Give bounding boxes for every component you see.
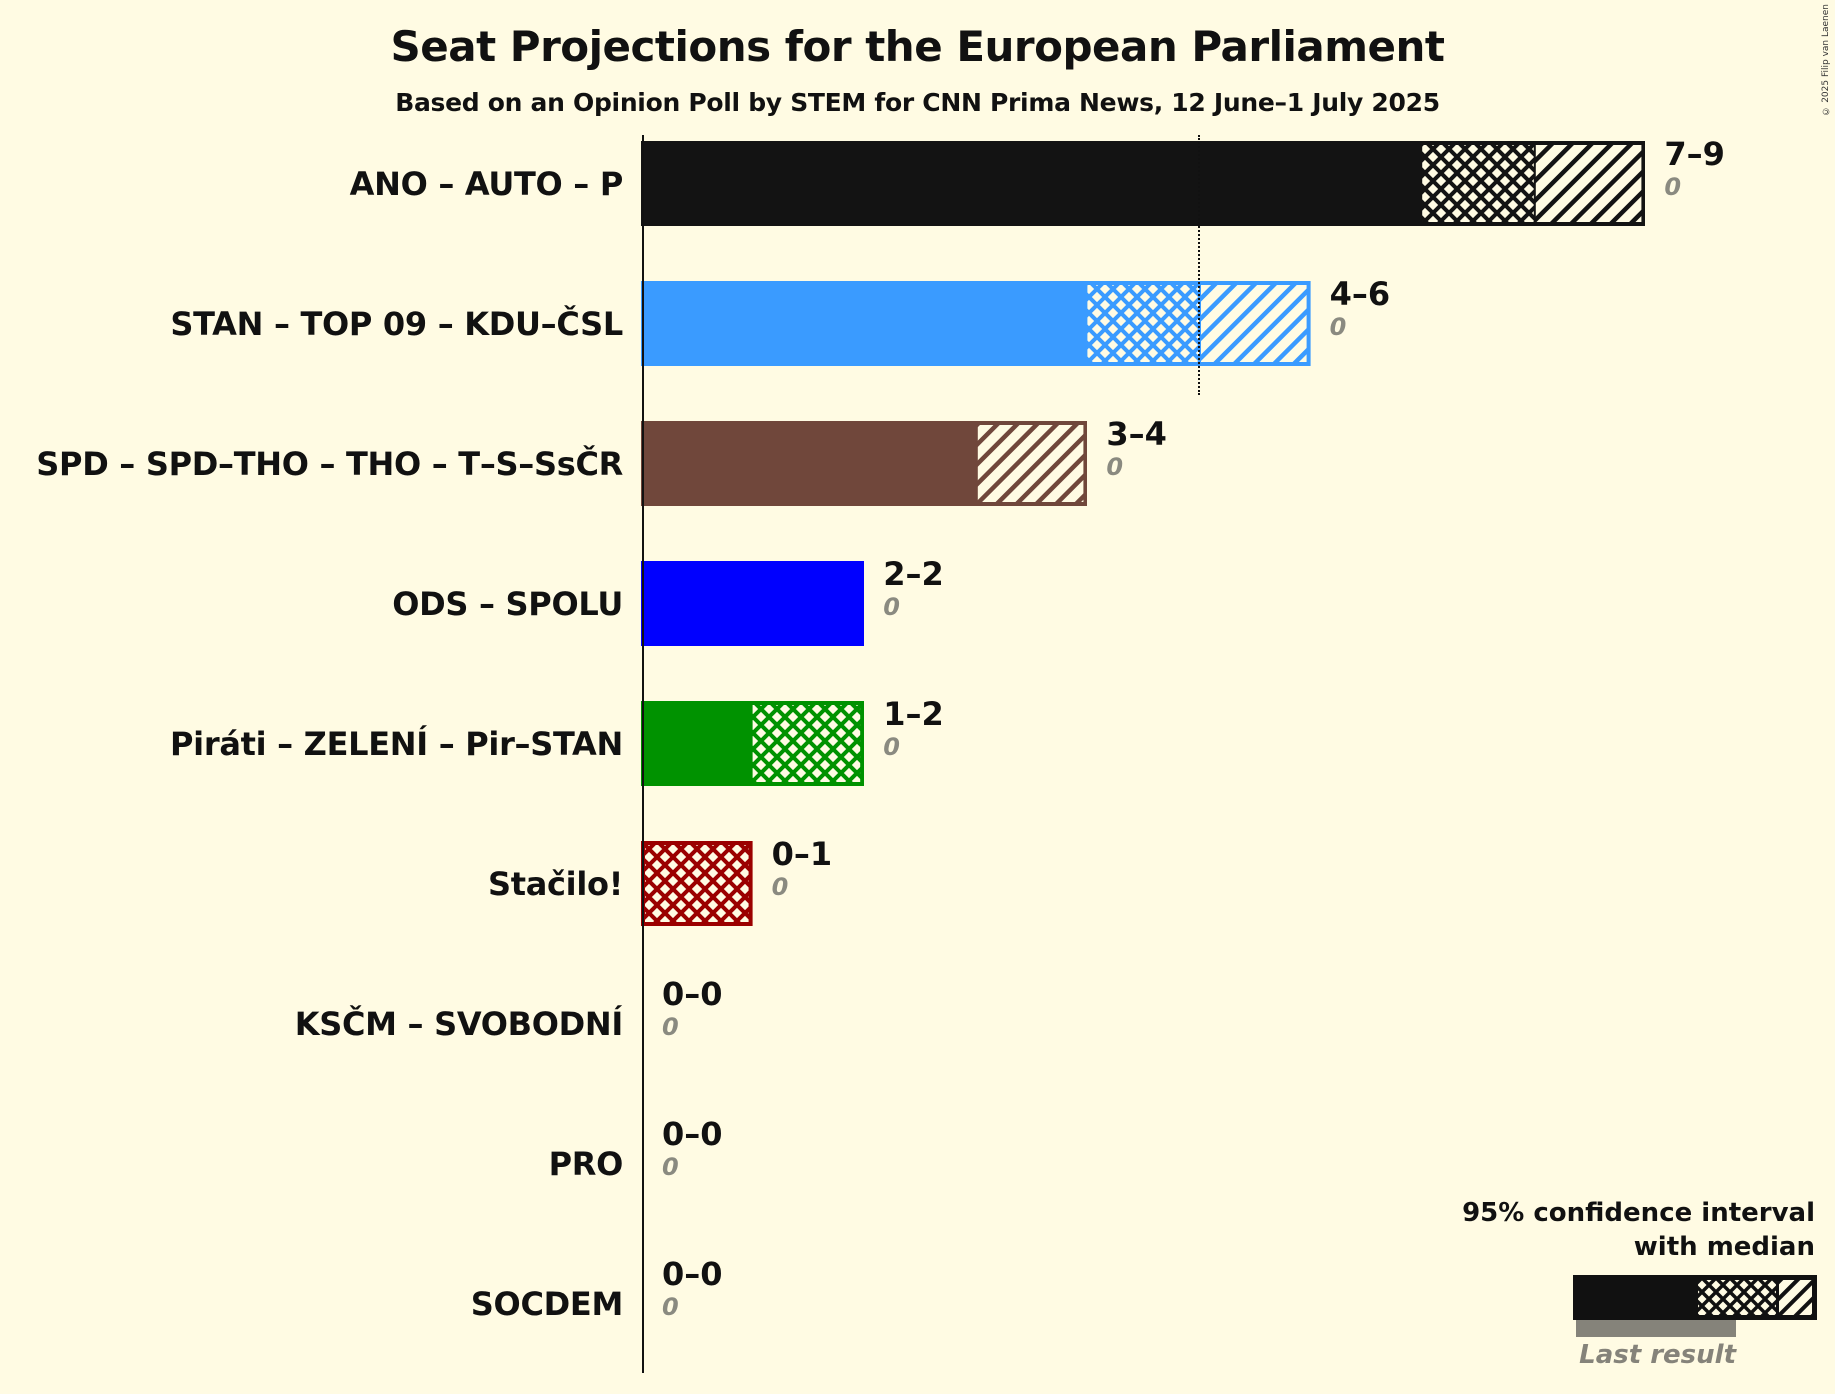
party-row: SPD – SPD–THO – THO – T–S–SsČR 3–4 0	[0, 393, 1835, 533]
legend-ci-bar	[1573, 1275, 1817, 1320]
chart-subtitle: Based on an Opinion Poll by STEM for CNN…	[395, 88, 1440, 117]
seat-range-bar	[641, 281, 1311, 366]
last-result-label: 0	[662, 1013, 679, 1041]
seat-range-bar	[641, 141, 1646, 226]
legend-line1: 95% confidence interval	[1462, 1198, 1815, 1228]
legend-last-result-bar	[1576, 1320, 1736, 1337]
party-label: Piráti – ZELENÍ – Pir–STAN	[170, 725, 623, 763]
last-result-label: 0	[1664, 173, 1682, 201]
legend-last-result-label: Last result	[1579, 1340, 1736, 1370]
seat-range-bar	[641, 701, 865, 786]
legend-title: 95% confidence interval with median	[1462, 1196, 1815, 1264]
last-result-label: 0	[662, 1293, 679, 1321]
last-result-label: 0	[1106, 453, 1124, 481]
seat-range-label: 3–4	[1106, 415, 1167, 453]
legend-line2: with median	[1633, 1232, 1815, 1262]
party-row: KSČM – SVOBODNÍ 0–0 0	[0, 953, 1835, 1093]
party-row: Piráti – ZELENÍ – Pir–STAN 1–2 0	[0, 673, 1835, 813]
copyright-notice: © 2025 Filip van Laenen	[1821, 4, 1831, 116]
chart-title: Seat Projections for the European Parlia…	[390, 22, 1445, 71]
seat-range-bar	[641, 841, 753, 926]
seat-range-label: 1–2	[883, 695, 944, 733]
seat-range-bar	[641, 421, 1088, 506]
party-row: Stačilo! 0–1 0	[0, 813, 1835, 953]
party-row: STAN – TOP 09 – KDU–ČSL 4–6 0	[0, 253, 1835, 393]
legend-pattern-icon	[1576, 1278, 1812, 1317]
party-label: ANO – AUTO – P	[349, 165, 624, 203]
party-row: ANO – AUTO – P 7–9 0	[0, 113, 1835, 253]
seat-range-label: 4–6	[1329, 275, 1391, 313]
last-result-label: 0	[771, 873, 789, 901]
party-label: Stačilo!	[487, 865, 623, 903]
threshold-dotted-line	[1198, 135, 1200, 395]
seat-range-label: 7–9	[1664, 135, 1725, 173]
party-row: SOCDEM 0–0 0	[0, 1233, 1835, 1373]
party-label: SOCDEM	[470, 1285, 624, 1323]
last-result-label: 0	[883, 733, 900, 761]
party-label: PRO	[548, 1145, 624, 1183]
seat-range-label: 0–1	[771, 835, 833, 873]
seat-range-label: 2–2	[883, 555, 944, 593]
party-label: SPD – SPD–THO – THO – T–S–SsČR	[36, 445, 623, 483]
party-row: PRO 0–0 0	[0, 1093, 1835, 1233]
seat-range-bar	[641, 561, 865, 646]
y-axis-line	[642, 135, 644, 1373]
last-result-label: 0	[662, 1153, 679, 1181]
seat-range-label: 0–0	[662, 1255, 723, 1293]
party-label: ODS – SPOLU	[392, 585, 623, 623]
party-label: STAN – TOP 09 – KDU–ČSL	[170, 305, 623, 343]
last-result-label: 0	[883, 593, 900, 621]
party-row: ODS – SPOLU 2–2 0	[0, 533, 1835, 673]
last-result-label: 0	[1329, 313, 1347, 341]
seat-range-label: 0–0	[662, 1115, 723, 1153]
seat-range-label: 0–0	[662, 975, 723, 1013]
party-label: KSČM – SVOBODNÍ	[294, 1005, 624, 1043]
